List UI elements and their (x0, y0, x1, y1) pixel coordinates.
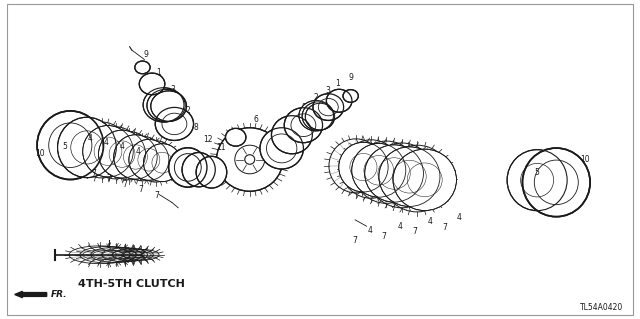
Text: 4: 4 (428, 217, 432, 226)
Text: 8: 8 (193, 123, 198, 132)
Text: 10: 10 (35, 149, 45, 158)
Text: 2: 2 (314, 93, 319, 102)
Ellipse shape (83, 126, 133, 177)
Ellipse shape (313, 94, 344, 121)
FancyArrow shape (15, 291, 47, 298)
Ellipse shape (343, 90, 358, 102)
Ellipse shape (326, 89, 352, 112)
Ellipse shape (99, 130, 145, 178)
Text: 7: 7 (123, 181, 127, 189)
Text: 7: 7 (91, 169, 96, 178)
Ellipse shape (58, 117, 116, 178)
Ellipse shape (379, 147, 440, 206)
Ellipse shape (365, 145, 424, 202)
Ellipse shape (37, 111, 104, 180)
Text: FR.: FR. (51, 290, 67, 299)
Ellipse shape (225, 128, 246, 146)
Text: 1: 1 (157, 68, 161, 77)
Ellipse shape (302, 102, 334, 130)
Text: 9: 9 (144, 50, 148, 59)
Ellipse shape (169, 148, 207, 187)
Text: 7: 7 (107, 174, 112, 183)
Text: 7: 7 (139, 185, 143, 194)
Text: 11: 11 (216, 143, 226, 152)
Ellipse shape (196, 156, 227, 188)
Text: 3: 3 (325, 86, 330, 95)
Ellipse shape (271, 116, 312, 154)
Text: 12: 12 (287, 113, 296, 122)
Text: 5: 5 (62, 142, 67, 151)
Text: 6: 6 (253, 115, 259, 124)
Text: 7: 7 (412, 227, 417, 236)
Ellipse shape (507, 150, 567, 211)
Ellipse shape (182, 152, 215, 187)
Ellipse shape (140, 73, 165, 95)
Text: 12: 12 (204, 135, 213, 144)
Text: 7: 7 (442, 223, 447, 232)
Ellipse shape (284, 108, 323, 143)
Ellipse shape (522, 148, 590, 217)
Text: 4: 4 (88, 134, 93, 143)
Text: 3: 3 (171, 85, 175, 94)
Ellipse shape (129, 139, 169, 180)
Ellipse shape (339, 142, 388, 192)
Text: 4: 4 (120, 142, 124, 151)
Text: 1: 1 (335, 79, 340, 88)
Ellipse shape (260, 128, 303, 169)
Ellipse shape (352, 144, 406, 197)
Text: 4: 4 (367, 226, 372, 234)
Text: 4TH-5TH CLUTCH: 4TH-5TH CLUTCH (78, 279, 185, 289)
Text: TL54A0420: TL54A0420 (580, 303, 623, 312)
Text: 7: 7 (353, 236, 358, 245)
Ellipse shape (135, 61, 150, 74)
Ellipse shape (216, 128, 283, 191)
Text: 7: 7 (381, 232, 387, 241)
Text: 4: 4 (136, 147, 140, 156)
Ellipse shape (143, 144, 181, 182)
Ellipse shape (156, 108, 193, 140)
Text: 8: 8 (301, 103, 307, 112)
Text: 10: 10 (580, 155, 590, 164)
Ellipse shape (299, 100, 333, 131)
Text: 4: 4 (457, 213, 461, 222)
Ellipse shape (151, 91, 186, 122)
Ellipse shape (393, 149, 456, 211)
Text: 11: 11 (280, 132, 290, 141)
Text: 9: 9 (348, 73, 353, 82)
Text: 4: 4 (397, 222, 403, 231)
Text: 2: 2 (186, 106, 190, 115)
Text: 4: 4 (104, 137, 109, 146)
Ellipse shape (114, 135, 157, 179)
Ellipse shape (143, 88, 184, 122)
Ellipse shape (147, 89, 185, 122)
Ellipse shape (305, 103, 335, 130)
Text: 7: 7 (155, 190, 159, 200)
Text: 5: 5 (534, 168, 540, 177)
